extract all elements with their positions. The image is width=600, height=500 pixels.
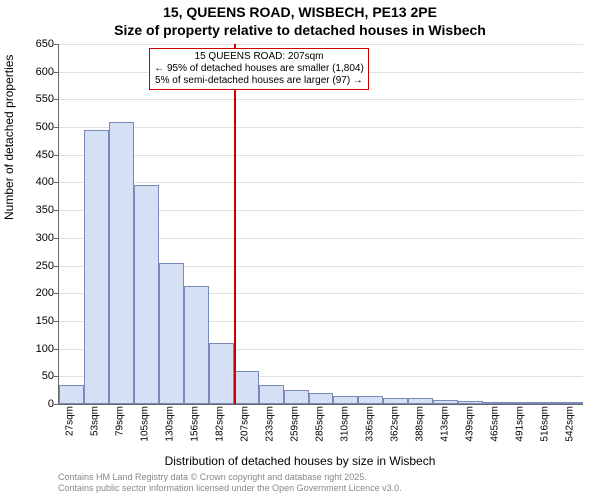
x-tick-label: 491sqm <box>514 406 525 442</box>
histogram-bar <box>508 402 533 404</box>
x-tick-label: 413sqm <box>439 406 450 442</box>
y-tick-label: 0 <box>4 398 54 410</box>
bars-container <box>59 44 583 404</box>
x-tick-label: 156sqm <box>190 406 201 442</box>
x-tick-label: 53sqm <box>90 406 101 436</box>
x-tick-label: 516sqm <box>539 406 550 442</box>
y-tick-label: 100 <box>4 343 54 355</box>
x-tick-label: 465sqm <box>489 406 500 442</box>
footer-line1: Contains HM Land Registry data © Crown c… <box>58 472 402 483</box>
x-tick-label: 182sqm <box>215 406 226 442</box>
histogram-bar <box>408 398 433 404</box>
callout-line1: 15 QUEENS ROAD: 207sqm <box>154 51 364 63</box>
chart-title-line1: 15, QUEENS ROAD, WISBECH, PE13 2PE <box>0 4 600 20</box>
y-tick-label: 350 <box>4 204 54 216</box>
y-tick-label: 550 <box>4 93 54 105</box>
marker-line <box>234 44 236 404</box>
histogram-bar <box>284 390 309 404</box>
histogram-bar <box>259 385 284 404</box>
chart-title-line2: Size of property relative to detached ho… <box>0 22 600 38</box>
x-tick-label: 310sqm <box>339 406 350 442</box>
histogram-bar <box>558 402 583 404</box>
histogram-bar <box>234 371 259 404</box>
y-tick-label: 200 <box>4 287 54 299</box>
histogram-bar <box>59 385 84 404</box>
histogram-bar <box>134 185 159 404</box>
x-tick-label: 336sqm <box>364 406 375 442</box>
footer-line2: Contains public sector information licen… <box>58 483 402 494</box>
y-tick-label: 450 <box>4 149 54 161</box>
marker-callout: 15 QUEENS ROAD: 207sqm ← 95% of detached… <box>149 48 369 90</box>
histogram-bar <box>184 286 209 404</box>
x-tick-label: 542sqm <box>564 406 575 442</box>
x-tick-label: 233sqm <box>265 406 276 442</box>
x-tick-label: 130sqm <box>165 406 176 442</box>
x-tick-label: 207sqm <box>240 406 251 442</box>
y-axis-labels: 050100150200250300350400450500550600650 <box>0 44 54 404</box>
histogram-bar <box>84 130 109 404</box>
callout-line2: ← 95% of detached houses are smaller (1,… <box>154 63 364 75</box>
histogram-bar <box>533 402 558 404</box>
y-tick-label: 300 <box>4 232 54 244</box>
x-tick-label: 439sqm <box>464 406 475 442</box>
x-tick-label: 285sqm <box>315 406 326 442</box>
histogram-bar <box>109 122 134 404</box>
histogram-bar <box>159 263 184 404</box>
y-tick-label: 250 <box>4 260 54 272</box>
histogram-bar <box>383 398 408 404</box>
histogram-bar <box>333 396 358 404</box>
callout-line3: 5% of semi-detached houses are larger (9… <box>154 75 364 87</box>
histogram-bar <box>209 343 234 404</box>
histogram-bar <box>358 396 383 404</box>
x-tick-label: 388sqm <box>414 406 425 442</box>
histogram-bar <box>433 400 458 404</box>
y-tick-label: 500 <box>4 121 54 133</box>
x-axis-labels: 27sqm 53sqm 79sqm 105sqm 130sqm 156sqm 182sqm 2… <box>58 406 582 454</box>
x-axis-title: Distribution of detached houses by size … <box>0 454 600 468</box>
x-tick-label: 362sqm <box>389 406 400 442</box>
histogram-bar <box>309 393 334 404</box>
plot-area: 15 QUEENS ROAD: 207sqm ← 95% of detached… <box>58 44 583 405</box>
y-tick-label: 400 <box>4 176 54 188</box>
y-tick-label: 650 <box>4 38 54 50</box>
footer: Contains HM Land Registry data © Crown c… <box>58 472 402 494</box>
y-tick-label: 600 <box>4 66 54 78</box>
x-tick-label: 259sqm <box>290 406 301 442</box>
x-tick-label: 27sqm <box>65 406 76 436</box>
y-tick-label: 150 <box>4 315 54 327</box>
x-tick-label: 105sqm <box>140 406 151 442</box>
histogram-bar <box>458 401 483 404</box>
x-tick-label: 79sqm <box>115 406 126 436</box>
y-tick-label: 50 <box>4 370 54 382</box>
histogram-bar <box>483 402 508 404</box>
